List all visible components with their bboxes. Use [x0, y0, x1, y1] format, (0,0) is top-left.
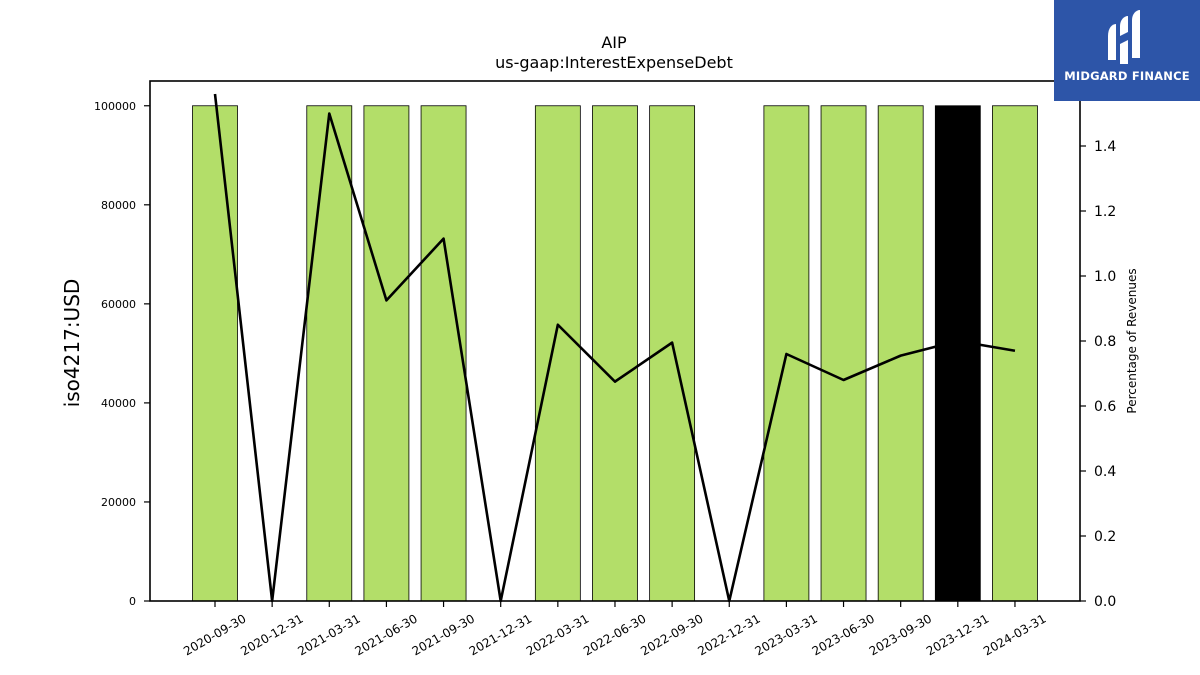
bar-2021-09-30: [420, 105, 467, 602]
y2-axis-ticks: 0.0 0.2 0.4 0.6 0.8 1.0 1.2 1.4: [1080, 139, 1116, 610]
bar-2022-03-31: [534, 105, 581, 602]
bar-2020-09-30: [192, 105, 238, 602]
y2-axis-label: Percentage of Revenues: [1125, 268, 1139, 413]
y-tick-label: 100000: [94, 100, 136, 113]
x-tick-label: 2022-06-30: [581, 611, 648, 658]
midgard-logo-icon: [1108, 10, 1140, 64]
bar-2021-06-30: [363, 105, 410, 602]
bar-2023-12-31: [934, 105, 981, 602]
bar-2023-06-30: [820, 105, 867, 602]
y2-tick-label: 0.0: [1094, 594, 1116, 610]
x-tick-label: 2020-09-30: [181, 611, 248, 658]
y-tick-label: 0: [129, 595, 136, 608]
chart-title: AIP: [601, 33, 627, 52]
bar-2023-09-30: [877, 105, 924, 602]
y-tick-label: 20000: [101, 496, 136, 509]
x-tick-label: 2023-03-31: [752, 611, 819, 658]
chart-subtitle: us-gaap:InterestExpenseDebt: [495, 53, 733, 72]
y-axis-ticks: 0 20000 40000 60000 80000 100000: [94, 100, 150, 608]
y-axis-label: iso4217:USD: [60, 279, 84, 408]
x-tick-label: 2022-12-31: [695, 611, 762, 658]
x-axis-ticks: 2020-09-302020-12-312021-03-312021-06-30…: [181, 601, 1048, 658]
bar-2021-03-31: [306, 105, 353, 602]
x-tick-label: 2023-06-30: [810, 611, 877, 658]
bar-2022-06-30: [592, 105, 638, 602]
x-tick-label: 2020-12-31: [238, 611, 305, 658]
y2-tick-label: 0.2: [1094, 529, 1116, 545]
x-tick-label: 2021-12-31: [467, 611, 534, 658]
y2-tick-label: 1.0: [1094, 269, 1116, 285]
logo-text: MIDGARD FINANCE: [1064, 69, 1190, 83]
x-tick-label: 2021-06-30: [353, 611, 420, 658]
y2-tick-label: 0.8: [1094, 334, 1116, 350]
x-tick-label: 2022-03-31: [524, 611, 591, 658]
y2-tick-label: 0.4: [1094, 464, 1116, 480]
y2-tick-label: 1.4: [1094, 139, 1116, 155]
x-tick-label: 2021-09-30: [410, 611, 477, 658]
x-tick-label: 2024-03-31: [981, 611, 1048, 658]
bar-2024-03-31: [992, 105, 1038, 602]
y-tick-label: 80000: [101, 199, 136, 212]
x-tick-label: 2021-03-31: [295, 611, 362, 658]
y2-tick-label: 0.6: [1094, 399, 1116, 415]
x-tick-label: 2022-09-30: [638, 611, 705, 658]
x-tick-label: 2023-12-31: [924, 611, 991, 658]
y-tick-label: 40000: [101, 397, 136, 410]
x-tick-label: 2023-09-30: [867, 611, 934, 658]
logo: MIDGARD FINANCE: [1054, 0, 1200, 101]
y-tick-label: 60000: [101, 298, 136, 311]
bars-group: [192, 105, 1038, 602]
y2-tick-label: 1.2: [1094, 204, 1116, 220]
